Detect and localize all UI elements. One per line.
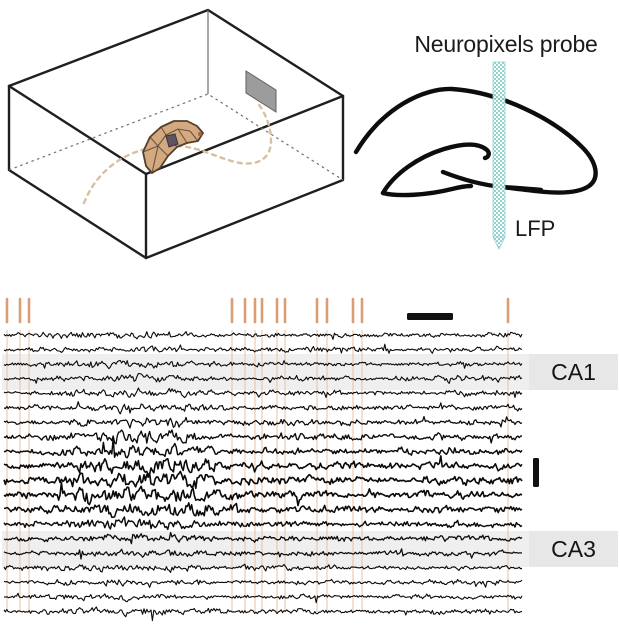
lfp-trace-row (3, 372, 523, 384)
hippocampus-schematic (353, 61, 598, 250)
lfp-trace-row (3, 401, 523, 415)
region-label-ca1: CA1 (529, 354, 618, 390)
lfp-label: LFP (515, 216, 556, 241)
lfp-trace-panel (2, 297, 618, 622)
lfp-trace-row (3, 437, 523, 459)
lfp-trace-row (3, 331, 523, 340)
probe-title: Neuropixels probe (414, 31, 598, 57)
lfp-trace-row (3, 502, 523, 518)
lfp-trace-row (3, 387, 523, 399)
lfp-trace-row (3, 606, 523, 622)
region-band-ca3 (2, 531, 618, 567)
probe-tip (492, 236, 506, 250)
trajectory-path (82, 100, 273, 205)
lfp-trace-row (3, 578, 523, 588)
time-scale-bar (407, 313, 453, 320)
lfp-trace-row (3, 531, 523, 545)
lfp-trace-row (3, 359, 523, 370)
lfp-traces (3, 331, 523, 622)
region-label-ca1-text: CA1 (551, 358, 596, 385)
arena-floor-edges (8, 93, 344, 181)
arena-schematic (7, 8, 345, 260)
event-ticks (5, 297, 510, 324)
mouse (142, 120, 204, 174)
lfp-trace-row (3, 455, 523, 476)
region-label-ca3-text: CA3 (551, 535, 596, 562)
neuropixels-probe (492, 61, 506, 250)
lfp-trace-row (3, 415, 523, 429)
hippocampus-outline (353, 86, 598, 198)
lfp-trace-row (3, 563, 523, 573)
region-label-ca3: CA3 (529, 531, 618, 567)
lfp-trace-row (3, 592, 523, 604)
event-lines (6, 330, 509, 612)
head-implant (165, 133, 179, 148)
lfp-trace-row (3, 516, 523, 531)
cue-card (245, 70, 277, 113)
lfp-trace-row (3, 548, 523, 560)
amplitude-scale-bar (533, 458, 539, 487)
lfp-trace-row (3, 481, 523, 507)
mouse-nose (198, 132, 202, 136)
lfp-trace-row (3, 343, 523, 354)
region-band-ca1 (2, 354, 618, 390)
lfp-trace-row (3, 470, 523, 490)
lfp-trace-row (3, 429, 523, 445)
